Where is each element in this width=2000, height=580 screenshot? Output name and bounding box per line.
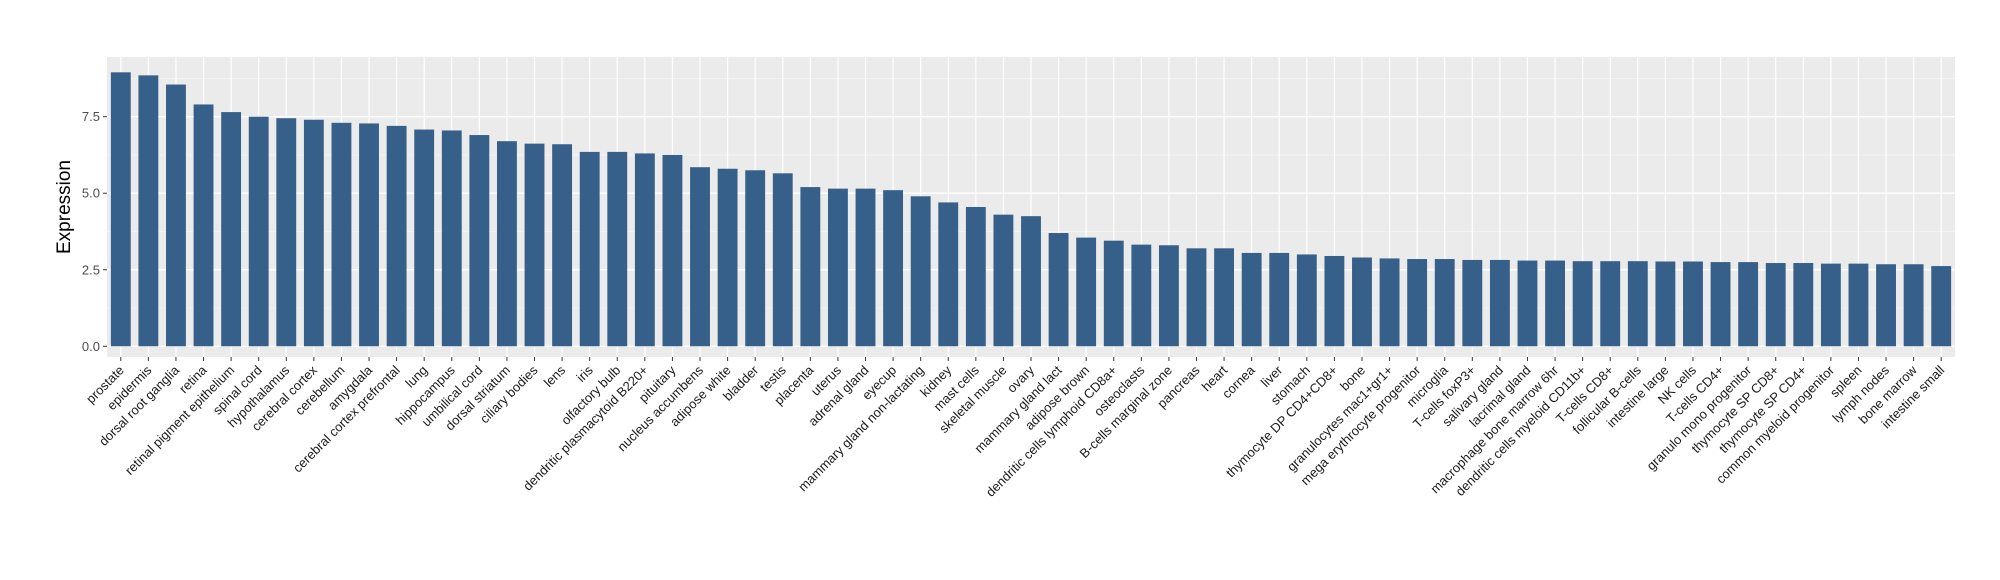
bar-dendritic-cells-lymphoid-cd8a- [1103, 240, 1124, 347]
bar-adipose-white [717, 168, 738, 347]
bar-mammary-gland-non-lactating [910, 196, 931, 347]
bar-granulo-mono-progenitor [1738, 262, 1759, 347]
bar-dendritic-cells-myeloid-cd11b- [1572, 261, 1593, 347]
bar-liver [1269, 252, 1290, 347]
bar-cerebellum [331, 122, 352, 347]
bar-cornea [1241, 252, 1262, 347]
y-axis: 0.0 2.5 5.0 7.5 [82, 109, 107, 354]
bar-mast-cells [965, 207, 986, 347]
bar-thymocyte-sp-cd8- [1765, 263, 1786, 347]
bar-bladder [745, 170, 766, 347]
bar-dorsal-root-ganglia [166, 84, 186, 347]
bar-pituitary [662, 154, 683, 347]
bar-follicular-b-cells [1627, 261, 1648, 347]
y-tick-label: 2.5 [82, 262, 100, 277]
bar-heart [1214, 248, 1235, 347]
bar-prostate [110, 72, 131, 347]
bar-adipose-brown [1076, 237, 1097, 347]
bar-mammary-gland-lact [1048, 233, 1069, 347]
bar-retinal-pigment-epithelium [221, 112, 242, 347]
bar-granulocytes-mac1-gr1- [1379, 258, 1400, 347]
bar-macrophage-bone-marrow-6hr [1545, 260, 1565, 347]
bar-ovary [1021, 216, 1041, 347]
bar-common-myeloid-progenitor [1820, 263, 1841, 347]
bar-cerebral-cortex [303, 119, 324, 347]
bar-epidermis [138, 75, 159, 347]
bar-thymocyte-dp-cd4-cd8- [1324, 255, 1345, 347]
x-tick-label: lens [541, 362, 569, 390]
bar-t-cells-foxp3- [1462, 259, 1483, 347]
bar-spleen [1848, 263, 1869, 347]
y-tick-label: 5.0 [82, 186, 100, 201]
bar-cerebral-cortex-prefrontal [386, 125, 407, 347]
bar-lymph-nodes [1876, 264, 1896, 347]
bar-stomach [1296, 254, 1317, 347]
bar-t-cells-cd4- [1710, 262, 1731, 347]
bar-intestine-small [1931, 266, 1952, 347]
y-axis-title: Expression [54, 160, 75, 254]
bar-dorsal-striatum [497, 141, 517, 347]
bar-uterus [827, 188, 848, 347]
bar-amygdala [359, 123, 379, 347]
bar-umbilical-cord [469, 135, 490, 347]
bar-eyecup [883, 190, 904, 347]
bar-hypothalamus [276, 118, 297, 347]
bar-pancreas [1186, 248, 1207, 347]
bar-lacrimal-gland [1517, 260, 1538, 347]
bar-lens [552, 144, 573, 347]
bar-b-cells-marginal-zone [1158, 245, 1179, 347]
bar-mega-erythrocyte-progenitor [1407, 259, 1428, 347]
bar-testis [772, 173, 793, 347]
bar-t-cells-cd8- [1600, 261, 1621, 347]
bar-kidney [938, 202, 959, 347]
bar-lung [414, 129, 435, 347]
bar-series [110, 72, 1952, 347]
bar-skeletal-muscle [993, 214, 1014, 347]
bar-retina [193, 104, 214, 347]
bar-salivary-gland [1489, 259, 1510, 347]
bar-intestine-large [1655, 261, 1676, 347]
bar-nk-cells [1683, 261, 1703, 347]
y-tick-label: 0.0 [82, 339, 100, 354]
y-tick-label: 7.5 [82, 109, 100, 124]
bar-spinal-cord [248, 116, 269, 347]
bar-adrenal-gland [855, 188, 876, 347]
bar-bone [1352, 257, 1372, 347]
bar-placenta [800, 187, 821, 347]
bar-osteoclasts [1131, 244, 1152, 347]
bar-microglia [1434, 259, 1455, 347]
bar-ciliary-bodies [524, 143, 545, 347]
bar-bone-marrow [1903, 264, 1924, 347]
bar-thymocyte-sp-cd4- [1793, 263, 1814, 347]
bar-dendritic-plasmacytoid-b220- [634, 153, 655, 347]
bar-iris [579, 151, 600, 347]
bar-olfactory-bulb [607, 151, 628, 347]
x-tick-label: cornea [1219, 362, 1258, 401]
bar-hippocampus [441, 130, 462, 347]
bar-nucleus-accumbens [690, 167, 710, 347]
